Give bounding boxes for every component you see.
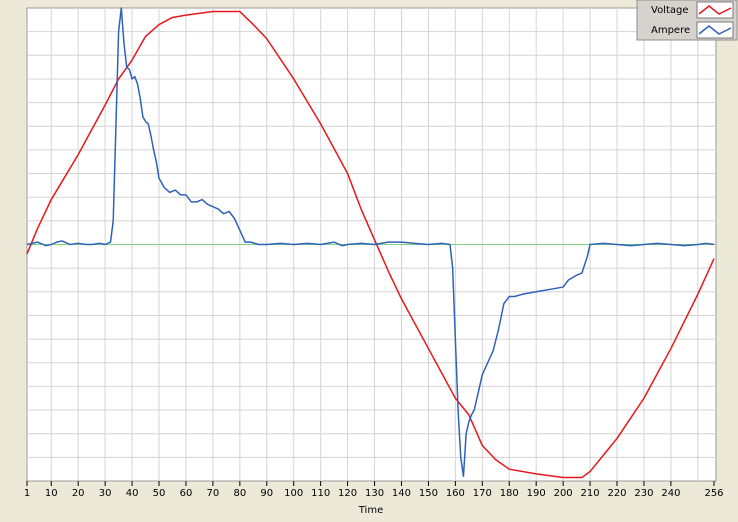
x-tick-label: 70 [207, 488, 220, 499]
x-tick-label: 240 [661, 488, 680, 499]
x-tick-label: 90 [260, 488, 273, 499]
legend-label: Ampere [651, 25, 690, 36]
x-tick-label: 160 [446, 488, 465, 499]
legend-swatch [698, 5, 732, 15]
x-tick-label: 150 [419, 488, 438, 499]
x-tick-label: 80 [233, 488, 246, 499]
x-tick-label: 20 [72, 488, 85, 499]
x-tick-label: 180 [500, 488, 519, 499]
x-tick-label: 190 [527, 488, 546, 499]
x-tick-label: 1 [24, 488, 30, 499]
x-tick-label: 30 [99, 488, 112, 499]
x-tick-label: 230 [634, 488, 653, 499]
x-tick-label: 210 [581, 488, 600, 499]
x-tick-label: 170 [473, 488, 492, 499]
x-tick-label: 256 [704, 488, 723, 499]
x-tick-label: 10 [45, 488, 58, 499]
data-line [26, 10, 715, 479]
legend-label: Voltage [651, 5, 689, 16]
x-axis-label: Time [358, 505, 383, 516]
x-tick-label: 200 [554, 488, 573, 499]
data-line [26, 7, 715, 478]
x-tick-label: 120 [338, 488, 357, 499]
x-tick-label: 110 [311, 488, 330, 499]
x-tick-label: 50 [153, 488, 166, 499]
x-tick-label: 60 [180, 488, 193, 499]
x-tick-label: 140 [392, 488, 411, 499]
x-tick-label: 130 [365, 488, 384, 499]
x-tick-label: 40 [126, 488, 139, 499]
x-tick-label: 220 [607, 488, 626, 499]
legend-swatch [698, 25, 732, 35]
x-tick-label: 100 [284, 488, 303, 499]
